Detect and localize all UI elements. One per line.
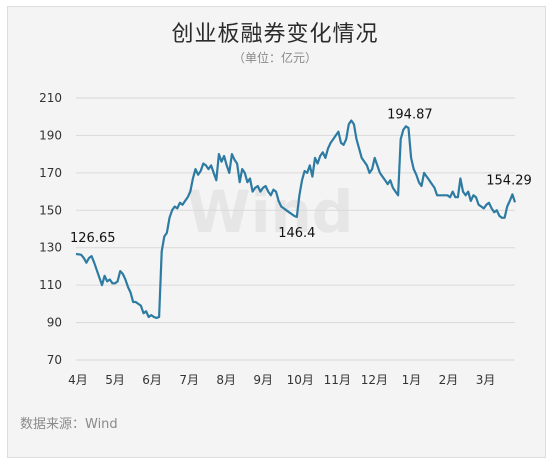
x-tick-label: 7月: [179, 373, 199, 387]
x-tick-label: 10月: [287, 373, 314, 387]
x-tick-label: 2月: [439, 373, 459, 387]
x-tick-label: 11月: [324, 373, 351, 387]
series-line: [75, 119, 517, 319]
data-label: 146.4: [278, 226, 315, 241]
y-tick-label: 90: [47, 316, 62, 330]
y-tick-label: 110: [39, 278, 62, 292]
y-tick-label: 170: [39, 166, 62, 180]
source-note: 数据来源：Wind: [20, 417, 118, 432]
y-tick-label: 190: [39, 128, 62, 142]
x-tick-label: 3月: [476, 373, 496, 387]
y-tick-label: 210: [39, 91, 62, 105]
x-tick-label: 12月: [361, 373, 388, 387]
x-tick-label: 4月: [68, 373, 88, 387]
chart-card: [7, 6, 546, 458]
x-tick-label: 6月: [142, 373, 162, 387]
y-tick-label: 150: [39, 203, 62, 217]
watermark: Wind: [187, 178, 354, 246]
x-tick-label: 9月: [253, 373, 273, 387]
data-label: 154.29: [486, 173, 532, 188]
chart-subtitle: （单位：亿元）: [232, 51, 317, 65]
x-tick-label: 5月: [105, 373, 125, 387]
data-label: 194.87: [387, 107, 433, 122]
data-label: 126.65: [70, 231, 116, 246]
y-tick-label: 70: [47, 353, 62, 367]
x-tick-label: 8月: [216, 373, 236, 387]
y-tick-label: 130: [39, 241, 62, 255]
x-tick-label: 1月: [402, 373, 422, 387]
chart-title: 创业板融券变化情况: [171, 22, 379, 47]
